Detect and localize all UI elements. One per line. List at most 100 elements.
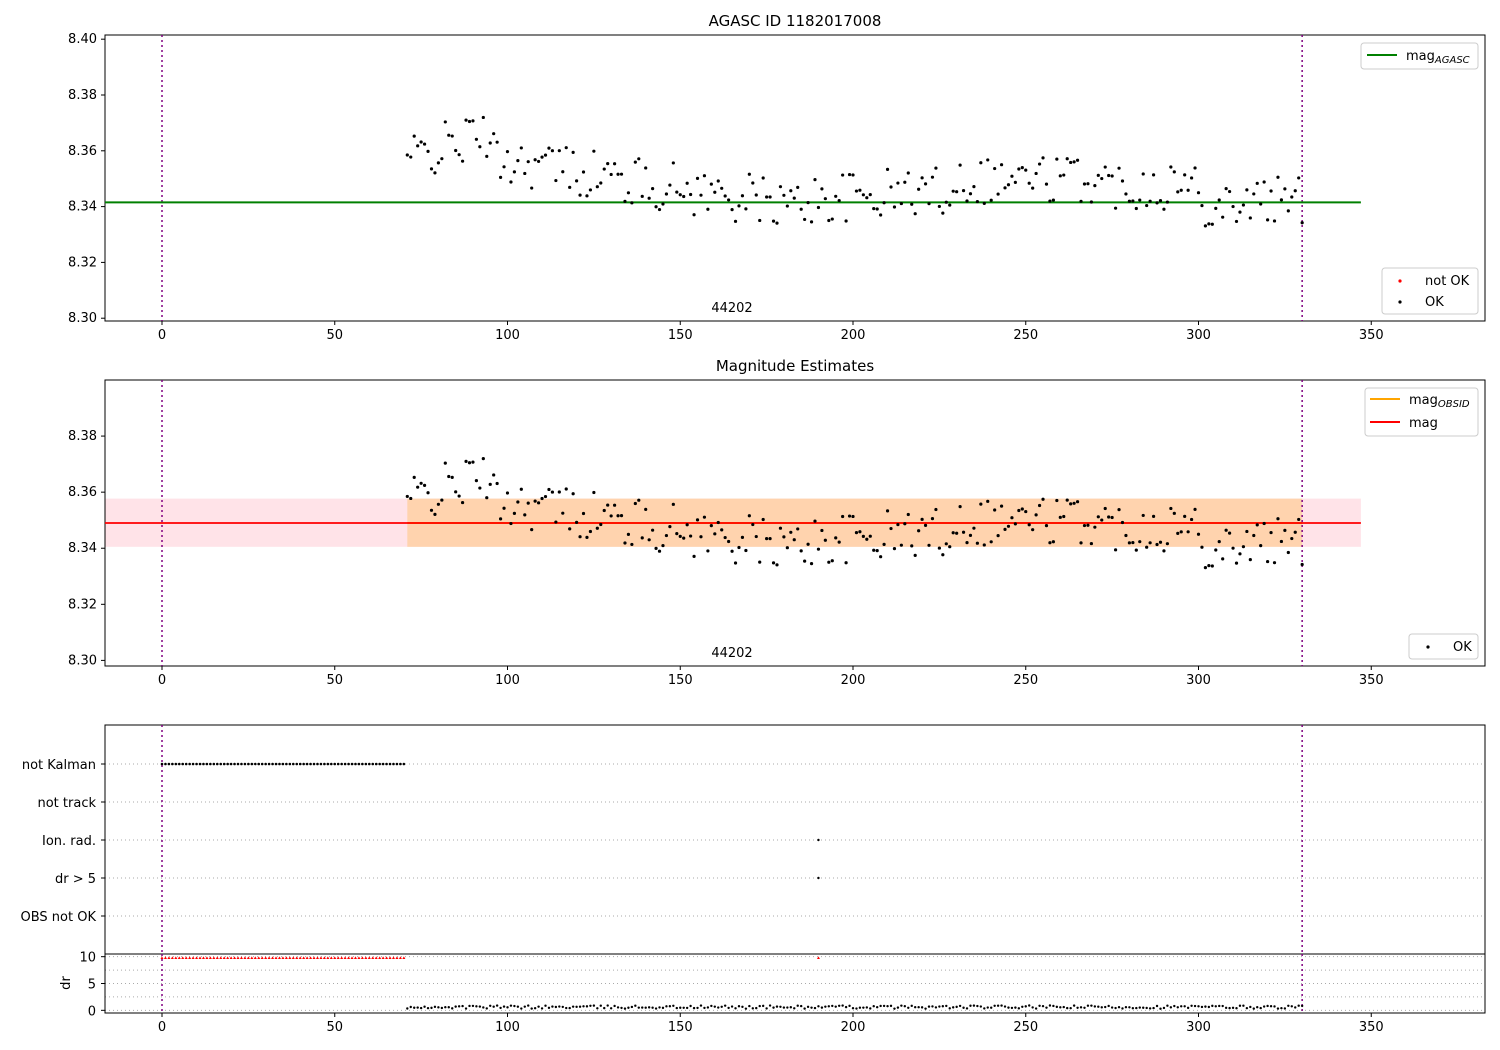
ok-point <box>723 1004 727 1007</box>
flag-point <box>233 762 236 766</box>
ok-point <box>875 549 879 553</box>
ok-point <box>861 534 865 538</box>
ok-point <box>892 547 897 551</box>
ok-point <box>896 1006 900 1009</box>
ok-point <box>789 189 793 193</box>
flag-point <box>184 762 188 766</box>
not-ok-point <box>343 956 347 960</box>
ok-point <box>1069 502 1073 506</box>
ok-point <box>443 120 447 124</box>
ok-point <box>1300 1004 1304 1008</box>
ok-point <box>664 192 669 196</box>
ok-point <box>820 187 824 191</box>
flag-point <box>215 762 219 766</box>
ok-point <box>965 540 969 545</box>
ok-point <box>748 1004 751 1008</box>
ok-point <box>792 538 796 542</box>
ok-point <box>927 202 931 206</box>
ok-point <box>1297 517 1301 522</box>
ok-point <box>806 1005 810 1009</box>
ok-point <box>1245 529 1249 534</box>
ok-point <box>758 218 762 223</box>
ok-point <box>657 207 662 212</box>
ok-point <box>1235 1006 1238 1010</box>
ok-point <box>554 1005 558 1009</box>
ok-point <box>813 519 817 523</box>
not-ok-point <box>177 956 181 960</box>
ok-point <box>1148 1007 1152 1010</box>
ok-point <box>730 549 734 553</box>
ok-point <box>527 1004 530 1007</box>
ok-point <box>644 166 648 170</box>
ok-point <box>665 1005 668 1008</box>
ok-point <box>1165 200 1170 204</box>
ok-point <box>1038 1004 1041 1008</box>
ok-point <box>454 148 458 153</box>
ok-point <box>658 1006 661 1009</box>
ok-point <box>661 543 665 548</box>
ok-point <box>1196 532 1201 536</box>
ok-point <box>913 212 917 216</box>
legend-marker-not-ok <box>1398 279 1402 283</box>
ok-point <box>1034 1007 1038 1010</box>
ok-point <box>754 534 758 539</box>
ok-point <box>824 1005 827 1008</box>
ok-point <box>758 560 762 564</box>
ok-point <box>1241 545 1246 549</box>
ok-point <box>1124 192 1128 196</box>
flag-point <box>226 762 229 766</box>
ok-point <box>896 181 900 185</box>
x-tick-label: 100 <box>495 673 520 688</box>
ok-point <box>996 534 1000 538</box>
ok-point <box>502 506 506 510</box>
ok-point <box>858 188 862 192</box>
ok-point <box>789 530 793 534</box>
ok-point <box>440 157 444 161</box>
panel1-title: AGASC ID 1182017008 <box>709 12 882 30</box>
ok-point <box>823 197 827 201</box>
ok-point <box>436 502 440 506</box>
ok-point <box>1145 1006 1148 1010</box>
ok-point <box>1089 200 1093 204</box>
ok-point <box>1145 545 1149 549</box>
ok-point <box>689 534 693 538</box>
ok-point <box>523 171 527 176</box>
ok-point <box>847 514 852 518</box>
ok-point <box>986 499 990 503</box>
ok-point <box>1245 1006 1249 1010</box>
ok-point <box>834 194 838 198</box>
not-ok-point <box>233 956 237 960</box>
ok-point <box>467 461 472 465</box>
ok-point <box>1065 498 1069 502</box>
ok-point <box>509 1004 513 1007</box>
ok-point <box>868 193 872 197</box>
ok-point <box>720 186 724 190</box>
flags-panel: not Kalman not track Ion. rad. dr > 5 OBS no… <box>21 724 1486 955</box>
ok-point <box>1066 1006 1069 1010</box>
ok-point <box>1269 530 1273 535</box>
ok-point <box>606 503 610 507</box>
ok-point <box>713 1005 716 1008</box>
flag-point <box>174 762 178 766</box>
ok-point <box>422 483 427 487</box>
y-tick-label: 8.30 <box>68 311 97 326</box>
ok-point <box>457 494 461 498</box>
ok-point <box>834 1005 837 1008</box>
ok-point <box>844 1005 848 1009</box>
not-ok-point <box>305 956 309 960</box>
ok-point <box>1231 1006 1235 1010</box>
ok-point <box>1249 1005 1252 1009</box>
not-ok-point <box>188 956 192 960</box>
ok-point <box>1093 184 1097 188</box>
ok-point <box>661 202 665 206</box>
legend-label-mag: mag <box>1409 416 1438 431</box>
ok-point <box>599 1004 602 1007</box>
flag-point <box>323 762 326 766</box>
ok-point <box>796 185 800 189</box>
ok-point <box>737 1005 741 1008</box>
flag-point <box>240 762 243 766</box>
x-tick-label: 250 <box>1013 328 1038 343</box>
ok-point <box>647 196 651 200</box>
ok-point <box>1082 182 1087 186</box>
ok-point <box>1197 1005 1200 1008</box>
